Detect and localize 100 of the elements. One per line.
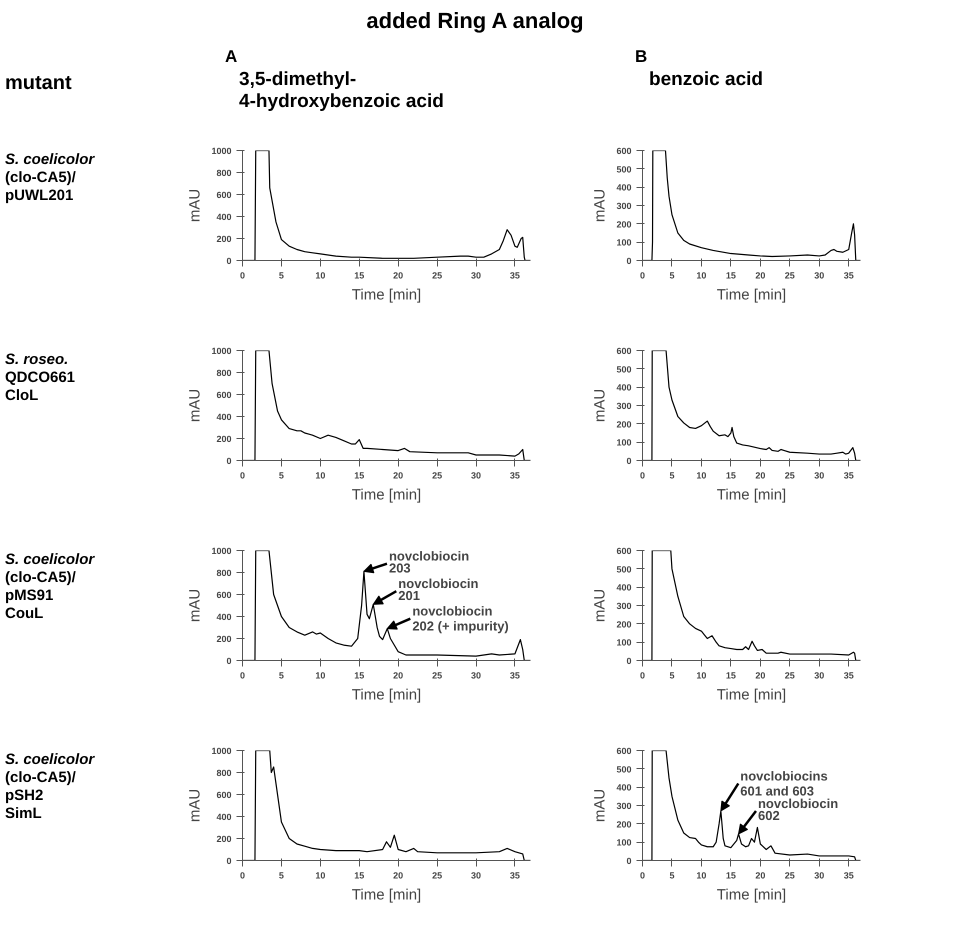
x-tick-label: 5 (278, 670, 284, 680)
x-tick-label: 25 (432, 270, 442, 280)
x-tick-label: 35 (844, 870, 854, 880)
y-tick-label: 0 (626, 856, 632, 866)
x-tick-label: 20 (755, 470, 766, 480)
x-tick-label: 20 (393, 470, 404, 480)
x-tick-label: 30 (471, 470, 482, 480)
x-tick-label: 35 (510, 870, 520, 880)
x-tick-label: 25 (432, 670, 442, 680)
annotation: novclobiocin 203 (388, 548, 470, 576)
x-axis-title: Time [min] (352, 686, 422, 704)
y-tick-label: 1000 (211, 746, 232, 756)
x-tick-label: 25 (432, 870, 442, 880)
y-axis-title: mAU (186, 788, 204, 822)
y-tick-label: 800 (216, 768, 232, 778)
y-tick-label: 600 (216, 190, 232, 200)
x-tick-label: 25 (432, 470, 442, 480)
x-tick-label: 35 (510, 470, 520, 480)
y-tick-label: 200 (216, 434, 232, 444)
x-tick-label: 10 (315, 470, 326, 480)
x-tick-label: 25 (784, 670, 795, 680)
text: S. roseo. QDCO661 CloL (5, 350, 76, 405)
text: S. coelicolor (clo-CA5)/ pUWL201 (5, 150, 94, 205)
x-tick-label: 5 (278, 870, 284, 880)
y-tick-label: 800 (216, 568, 232, 578)
y-tick-label: 1000 (211, 346, 232, 356)
x-tick-label: 5 (669, 470, 674, 480)
x-tick-label: 15 (354, 670, 364, 680)
text: mutant (5, 71, 72, 96)
x-tick-label: 20 (755, 270, 766, 280)
y-tick-label: 500 (616, 564, 632, 574)
y-tick-label: 600 (616, 146, 632, 156)
x-axis-title: Time [min] (716, 486, 786, 504)
x-tick-label: 0 (240, 670, 246, 680)
x-tick-label: 15 (354, 870, 364, 880)
annotation: novclobiocin 202 (+ impurity) (412, 604, 509, 634)
x-axis-title: Time [min] (716, 286, 786, 304)
x-tick-label: 0 (640, 870, 646, 880)
y-tick-label: 400 (616, 382, 632, 393)
x-axis-title: Time [min] (352, 486, 422, 504)
y-tick-label: 600 (216, 790, 232, 800)
y-tick-label: 400 (616, 582, 632, 593)
y-tick-label: 400 (216, 612, 232, 622)
x-tick-label: 5 (669, 270, 674, 280)
x-tick-label: 35 (510, 270, 520, 280)
x-tick-label: 0 (640, 670, 646, 680)
x-tick-label: 30 (471, 270, 482, 280)
x-tick-label: 35 (844, 470, 854, 480)
x-tick-label: 35 (510, 670, 520, 680)
x-tick-label: 30 (471, 870, 482, 880)
y-tick-label: 0 (226, 856, 232, 866)
chart-subtitle: A (225, 46, 238, 68)
annotation: novclobiocin 201 (398, 576, 479, 604)
x-tick-label: 30 (814, 270, 824, 280)
x-tick-label: 10 (696, 670, 706, 680)
y-tick-label: 100 (616, 438, 632, 448)
x-tick-label: 15 (726, 470, 736, 480)
x-tick-label: 30 (814, 470, 824, 480)
annotation: novclobiocin 602 (758, 796, 838, 823)
y-tick-label: 1000 (211, 546, 232, 556)
text: S. coelicolor (clo-CA5)/ pMS91 CouL (5, 550, 94, 623)
x-tick-label: 15 (726, 870, 736, 880)
x-tick-label: 35 (844, 270, 854, 280)
x-tick-label: 15 (354, 270, 364, 280)
y-tick-label: 600 (616, 746, 632, 756)
y-tick-label: 0 (226, 256, 232, 266)
y-tick-label: 0 (226, 456, 232, 466)
y-tick-label: 200 (616, 619, 632, 630)
x-tick-label: 10 (315, 270, 326, 280)
text: added Ring A analog (365, 7, 585, 35)
y-tick-label: 600 (216, 390, 232, 400)
y-tick-label: 1000 (211, 146, 232, 156)
x-tick-label: 0 (240, 270, 246, 280)
x-tick-label: 5 (278, 470, 284, 480)
x-tick-label: 0 (640, 270, 646, 280)
y-tick-label: 300 (616, 801, 632, 811)
x-tick-label: 20 (393, 670, 404, 680)
y-tick-label: 200 (616, 819, 632, 830)
y-tick-label: 100 (616, 838, 632, 848)
x-tick-label: 10 (315, 870, 326, 880)
x-axis-title: Time [min] (716, 886, 786, 904)
chart-title: 3,5-dimethyl- 4-hydroxybenzoic acid (238, 69, 444, 114)
x-tick-label: 20 (755, 670, 766, 680)
x-axis-title: Time [min] (352, 286, 422, 304)
y-axis-title: mAU (186, 588, 204, 622)
x-tick-label: 20 (393, 870, 404, 880)
x-tick-label: 20 (393, 270, 404, 280)
y-axis-title: mAU (591, 188, 608, 222)
text: S. coelicolor (clo-CA5)/ pSH2 SimL (5, 750, 94, 823)
x-tick-label: 10 (696, 870, 706, 880)
x-tick-label: 25 (784, 470, 795, 480)
x-tick-label: 15 (354, 470, 364, 480)
y-tick-label: 300 (616, 401, 632, 411)
y-tick-label: 500 (616, 364, 632, 374)
y-tick-label: 400 (616, 782, 632, 793)
chart-title: benzoic acid (648, 69, 764, 92)
y-axis-title: mAU (591, 788, 608, 822)
x-tick-label: 10 (696, 270, 706, 280)
x-tick-label: 25 (784, 870, 795, 880)
x-tick-label: 0 (240, 870, 246, 880)
